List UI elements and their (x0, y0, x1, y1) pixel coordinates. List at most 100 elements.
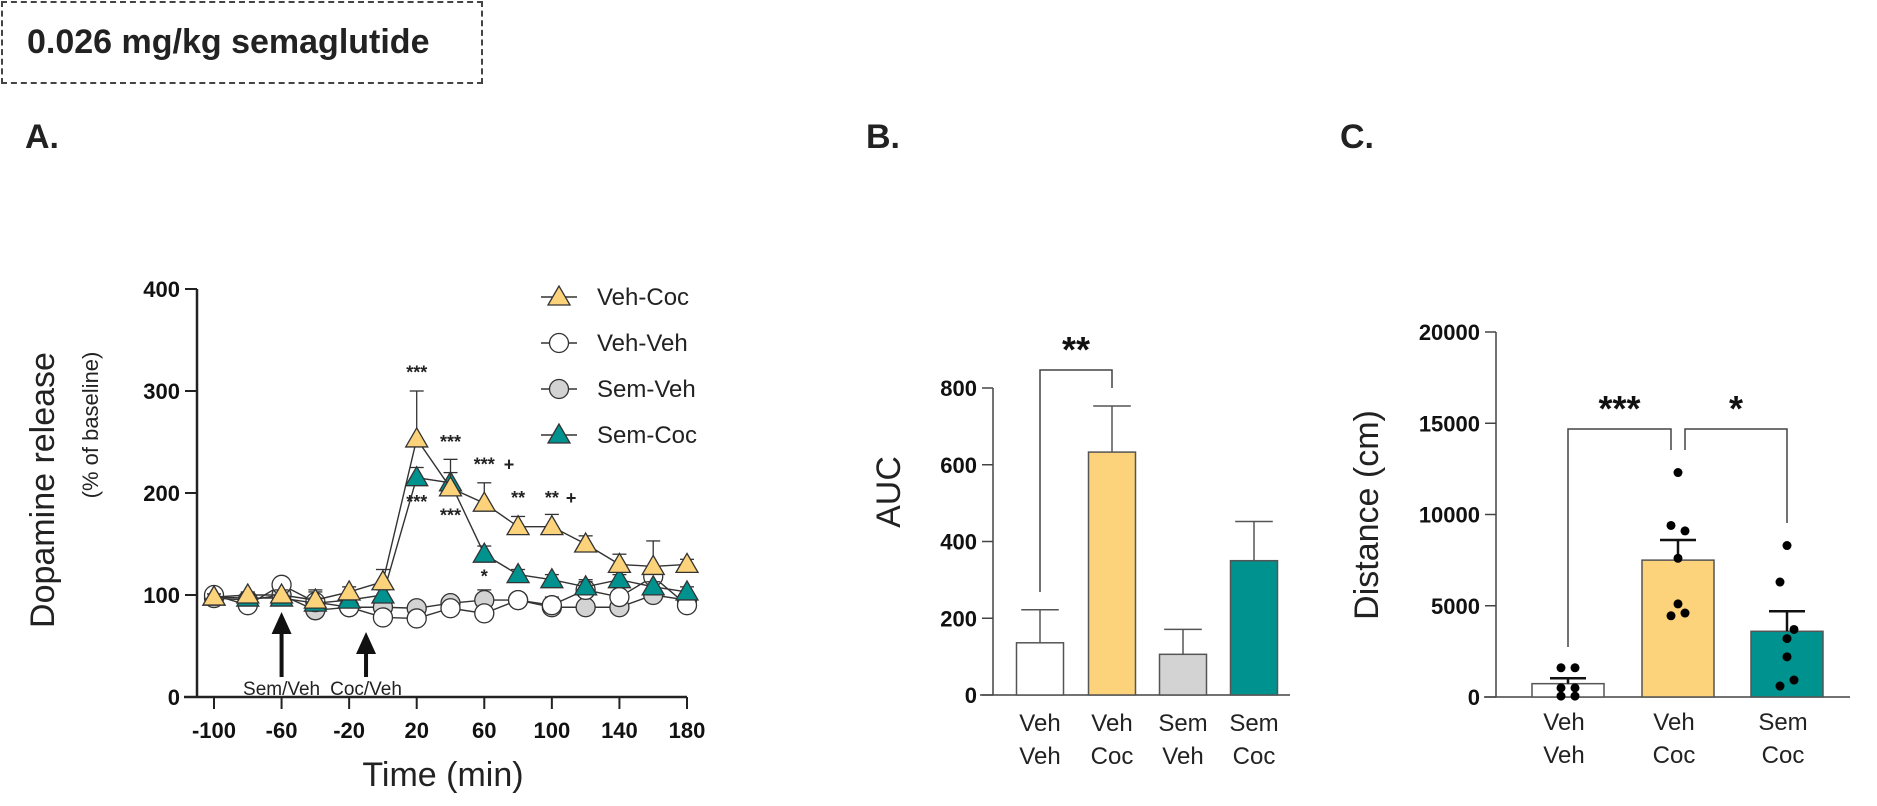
data-point (505, 562, 531, 584)
y-tick-label: 15000 (1419, 411, 1480, 436)
arrow-up-icon (356, 632, 377, 654)
legend-label: Sem-Coc (597, 422, 697, 449)
y-tick-label: 10000 (1419, 503, 1480, 528)
data-point (505, 514, 531, 536)
panel-a-line-chart: 0 100 200 300 400 -100 -60 -20 20 60 100 140 180 Time… (24, 277, 705, 794)
data-point (404, 426, 429, 448)
bar (1641, 559, 1715, 698)
data-point (235, 582, 260, 604)
annotation-text: ** (511, 488, 525, 508)
category-label: Coc (1091, 743, 1134, 770)
data-point (1775, 577, 1785, 587)
y-axis-sublabel: (% of baseline) (78, 352, 103, 499)
data-point (1570, 663, 1580, 673)
data-point (573, 574, 598, 596)
panel-label-c: C. (1340, 118, 1374, 156)
y-axis-label: AUC (870, 456, 908, 528)
data-point (1680, 608, 1690, 618)
legend: Veh-Coc Veh-Veh Sem-Veh Sem-Coc (541, 284, 697, 449)
category-label: Veh (1543, 742, 1584, 769)
x-tick-label: 180 (669, 718, 706, 743)
data-point (607, 552, 632, 574)
data-point (1789, 675, 1799, 685)
annotation-text: *** (440, 432, 461, 452)
x-tick-label: -60 (266, 718, 298, 743)
data-point (1673, 599, 1683, 609)
data-point (1782, 634, 1792, 644)
arrow-label: Sem/Veh (243, 679, 320, 700)
category-label: Veh (1019, 710, 1060, 737)
data-point (1570, 691, 1580, 701)
category-label: Sem (1158, 710, 1207, 737)
data-point (337, 579, 362, 601)
y-axis-label: Dopamine release (24, 352, 62, 628)
y-tick-label: 400 (143, 277, 180, 302)
legend-label: Veh-Coc (597, 284, 689, 311)
legend-label: Sem-Veh (597, 376, 696, 403)
data-point (607, 567, 632, 589)
panel-label-b: B. (866, 118, 900, 156)
annotation-text: *** (406, 492, 427, 512)
y-tick-label: 200 (940, 606, 977, 631)
significance-annotation: *** (440, 432, 461, 452)
category-label: Sem (1758, 709, 1807, 736)
bar (1015, 642, 1065, 696)
panel-label-a: A. (25, 118, 59, 156)
data-point (1782, 652, 1792, 662)
y-tick-label: 0 (168, 685, 180, 710)
data-point (1673, 468, 1683, 478)
data-point (269, 582, 294, 604)
category-label: Coc (1762, 742, 1805, 769)
x-tick-label: 140 (601, 718, 638, 743)
series-veh-coc (201, 390, 700, 609)
x-tick-label: 100 (533, 718, 570, 743)
data-point (641, 574, 666, 596)
y-tick-label: 20000 (1419, 320, 1480, 345)
legend-label: Veh-Veh (597, 330, 688, 357)
data-point (406, 608, 427, 629)
plus-annotation: + (566, 488, 577, 508)
data-point (1673, 553, 1683, 563)
significance-annotation: *** (406, 363, 427, 383)
data-point (1680, 526, 1690, 536)
data-point (474, 603, 495, 624)
data-point (1570, 683, 1580, 693)
data-point (1782, 541, 1792, 551)
category-label: Veh (1091, 710, 1132, 737)
x-tick-label: -100 (192, 718, 236, 743)
data-point (641, 554, 666, 576)
bar (1087, 451, 1137, 696)
category-label: Sem (1229, 710, 1278, 737)
data-point (440, 598, 461, 619)
data-point (472, 541, 497, 563)
legend-marker (546, 422, 572, 444)
significance-annotation: *** (406, 492, 427, 512)
legend-marker (548, 378, 570, 400)
y-axis-label: Distance (cm) (1348, 410, 1386, 620)
significance-annotation: ** (511, 488, 525, 508)
data-point (573, 531, 598, 553)
data-point (472, 490, 497, 512)
data-point (539, 514, 564, 536)
y-tick-label: 100 (143, 583, 180, 608)
data-point (1666, 611, 1676, 621)
data-point (1556, 663, 1566, 673)
arrow-up-icon (271, 612, 292, 634)
data-point (438, 475, 463, 497)
data-point (1666, 520, 1676, 530)
data-point (507, 589, 529, 611)
category-label: Coc (1653, 742, 1696, 769)
data-point (674, 579, 700, 601)
significance-label: *** (1598, 388, 1640, 429)
data-point (370, 582, 396, 604)
category-label: Veh (1653, 709, 1694, 736)
annotation-text: * (481, 567, 488, 587)
significance-annotation: *** + (474, 454, 515, 474)
significance-label: * (1729, 388, 1743, 429)
data-point (372, 607, 394, 628)
data-point (404, 465, 429, 487)
significance-annotation: ** + (545, 488, 577, 508)
data-point (539, 567, 564, 589)
panel-b-bar-chart: 0 200 400 600 800 AUC Veh Veh Veh Coc Sem Veh Sem Coc… (870, 329, 1290, 770)
